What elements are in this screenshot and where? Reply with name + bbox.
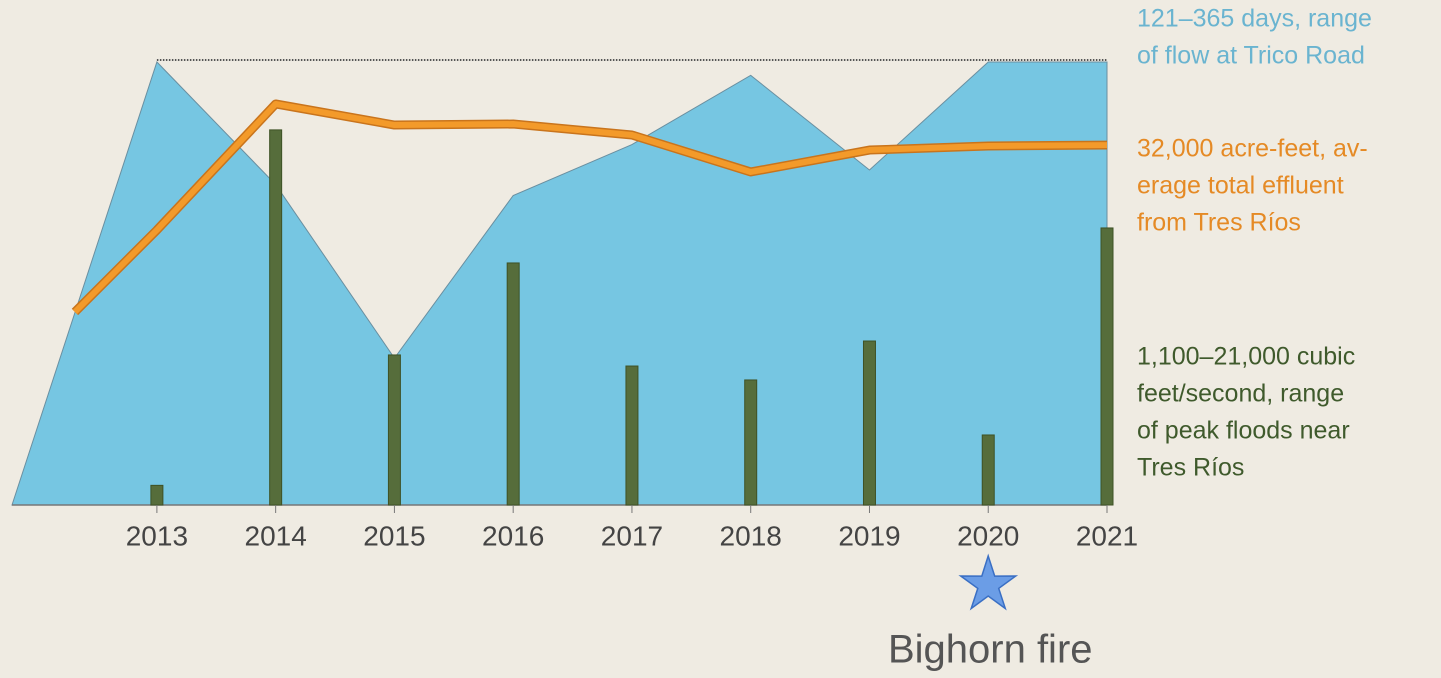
x-tick-label: 2013 [126,520,188,551]
annotation: 32,000 acre-feet, av- [1137,135,1368,163]
event-star [958,553,1019,611]
bar [862,340,876,506]
annotation: 121–365 days, range [1137,5,1372,33]
bar [150,484,164,506]
bar [387,354,401,506]
annotation: feet/second, range [1137,380,1344,408]
x-tick-label: 2017 [601,520,663,551]
bar [981,434,995,506]
area [11,61,1108,506]
x-tick-label: 2018 [720,520,782,551]
x-tick-label: 2015 [363,520,425,551]
x-tick-label: 2014 [245,520,307,551]
bar [269,129,283,506]
line [72,100,1108,315]
annotation: erage total effluent [1137,172,1344,200]
annotation: of flow at Trico Road [1137,42,1365,70]
bar [744,379,758,506]
x-tick-label: 2016 [482,520,544,551]
annotation: from Tres Ríos [1137,209,1301,237]
bar [625,365,639,506]
bar [1100,227,1114,506]
annotation: of peak floods near [1137,417,1350,445]
x-tick-label: 2019 [838,520,900,551]
x-tick-label: 2021 [1076,520,1138,551]
bar [506,262,520,506]
annotation: 1,100–21,000 cubic [1137,343,1355,371]
x-tick-label: 2020 [957,520,1019,551]
event-label: Bighorn fire [888,628,1093,672]
annotation: Tres Ríos [1137,454,1244,482]
